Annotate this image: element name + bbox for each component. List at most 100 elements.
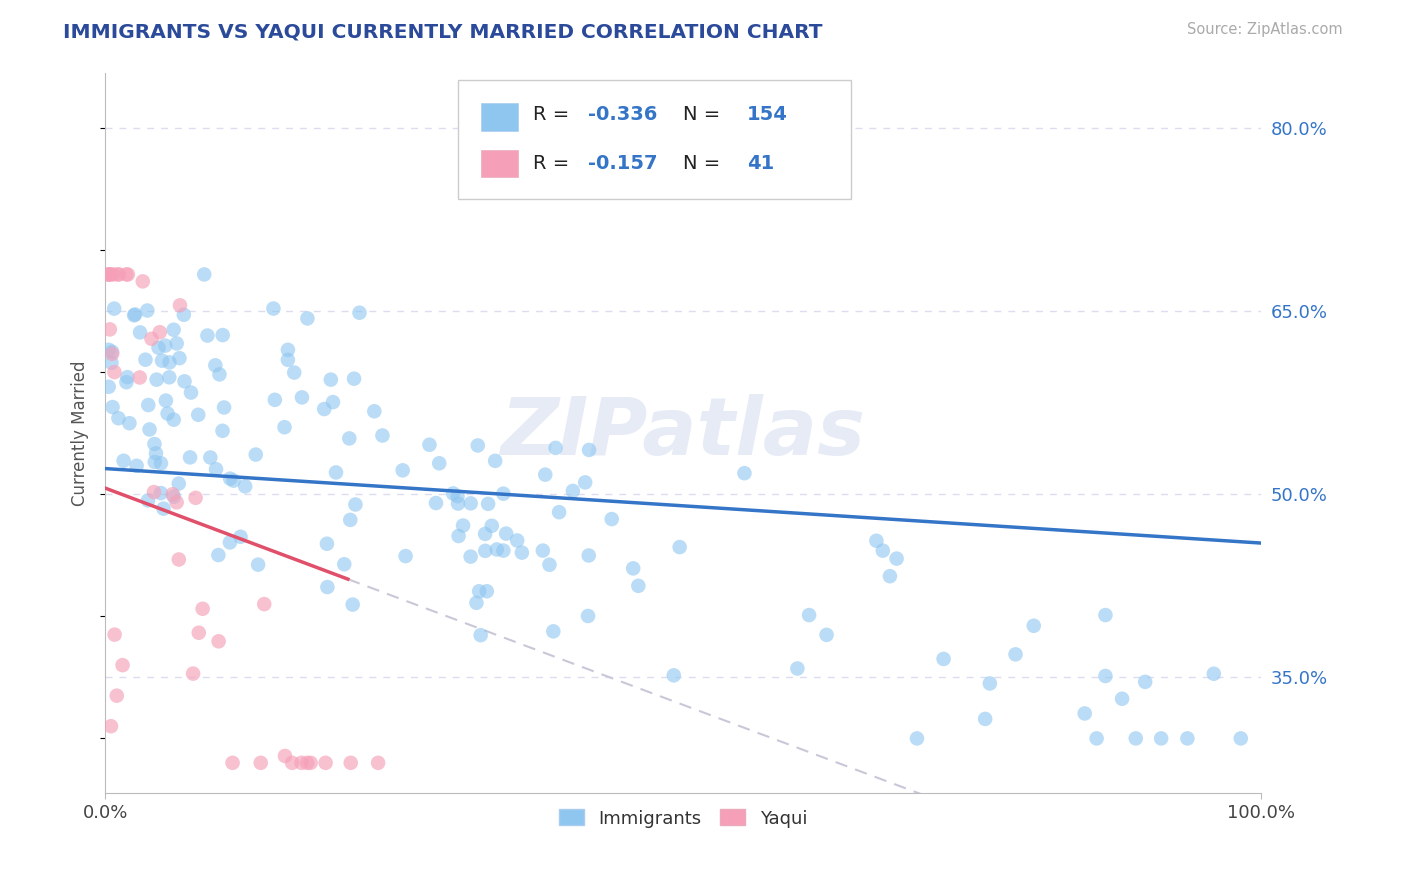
Point: [333, 558, 356, 572]
Point: [245, 448, 267, 462]
Legend: Immigrants, Yaqui: Immigrants, Yaqui: [551, 802, 814, 835]
Point: [475, 584, 498, 599]
Point: [872, 543, 894, 558]
Point: [98, 322, 121, 336]
Point: [128, 370, 150, 384]
Point: [221, 756, 243, 770]
Point: [865, 533, 887, 548]
Point: [543, 624, 565, 639]
Point: [149, 486, 172, 500]
Point: [510, 546, 533, 560]
Point: [447, 529, 470, 543]
Text: 154: 154: [747, 105, 787, 124]
Text: N =: N =: [683, 153, 720, 172]
Text: -0.157: -0.157: [588, 153, 658, 172]
Point: [150, 353, 173, 368]
Point: [181, 666, 204, 681]
Point: [733, 466, 755, 480]
Point: [169, 298, 191, 312]
Point: [191, 601, 214, 615]
Point: [107, 268, 129, 282]
FancyBboxPatch shape: [458, 80, 851, 199]
Point: [103, 268, 125, 282]
Point: [932, 652, 955, 666]
Point: [145, 373, 167, 387]
Point: [111, 658, 134, 673]
Point: [470, 628, 492, 642]
Point: [274, 748, 297, 763]
Point: [136, 398, 159, 412]
Point: [273, 420, 295, 434]
Point: [316, 537, 339, 551]
Point: [180, 385, 202, 400]
Point: [538, 558, 561, 572]
Point: [316, 580, 339, 594]
Point: [979, 676, 1001, 690]
Y-axis label: Currently Married: Currently Married: [72, 360, 89, 506]
Point: [477, 497, 499, 511]
Point: [208, 368, 231, 382]
Point: [132, 274, 155, 288]
Point: [145, 446, 167, 460]
Point: [548, 505, 571, 519]
Point: [103, 365, 125, 379]
Point: [138, 422, 160, 436]
Point: [105, 689, 128, 703]
Point: [1004, 648, 1026, 662]
Point: [115, 375, 138, 389]
Point: [143, 455, 166, 469]
Point: [879, 569, 901, 583]
Point: [159, 355, 181, 369]
Point: [229, 530, 252, 544]
Point: [100, 356, 122, 370]
Point: [207, 634, 229, 648]
Point: [97, 268, 120, 282]
Point: [481, 518, 503, 533]
Point: [441, 486, 464, 500]
Point: [339, 513, 361, 527]
Point: [97, 268, 120, 282]
Point: [107, 411, 129, 425]
Point: [277, 352, 299, 367]
Bar: [481, 103, 517, 130]
Point: [136, 493, 159, 508]
Point: [531, 543, 554, 558]
Text: ZIPatlas: ZIPatlas: [501, 394, 866, 472]
Point: [467, 438, 489, 452]
Text: R =: R =: [533, 105, 569, 124]
Point: [156, 407, 179, 421]
Point: [576, 609, 599, 624]
Point: [249, 756, 271, 770]
Point: [343, 372, 366, 386]
Point: [163, 490, 186, 504]
Point: [492, 486, 515, 500]
Point: [125, 458, 148, 473]
Point: [263, 392, 285, 407]
Point: [262, 301, 284, 316]
Point: [534, 467, 557, 482]
Point: [460, 549, 482, 564]
Point: [283, 366, 305, 380]
Point: [115, 268, 138, 282]
Point: [166, 495, 188, 509]
Point: [363, 404, 385, 418]
Point: [169, 351, 191, 366]
Point: [143, 485, 166, 500]
Point: [134, 352, 156, 367]
Point: [339, 756, 361, 770]
Point: [474, 544, 496, 558]
Point: [322, 395, 344, 409]
Point: [600, 512, 623, 526]
Point: [815, 628, 838, 642]
Point: [167, 476, 190, 491]
Point: [786, 661, 808, 675]
Point: [1133, 674, 1156, 689]
Point: [187, 625, 209, 640]
Text: R =: R =: [533, 153, 569, 172]
Point: [492, 543, 515, 558]
Point: [204, 359, 226, 373]
Point: [447, 497, 470, 511]
Point: [290, 756, 312, 770]
Text: N =: N =: [683, 105, 720, 124]
Bar: [481, 150, 517, 178]
